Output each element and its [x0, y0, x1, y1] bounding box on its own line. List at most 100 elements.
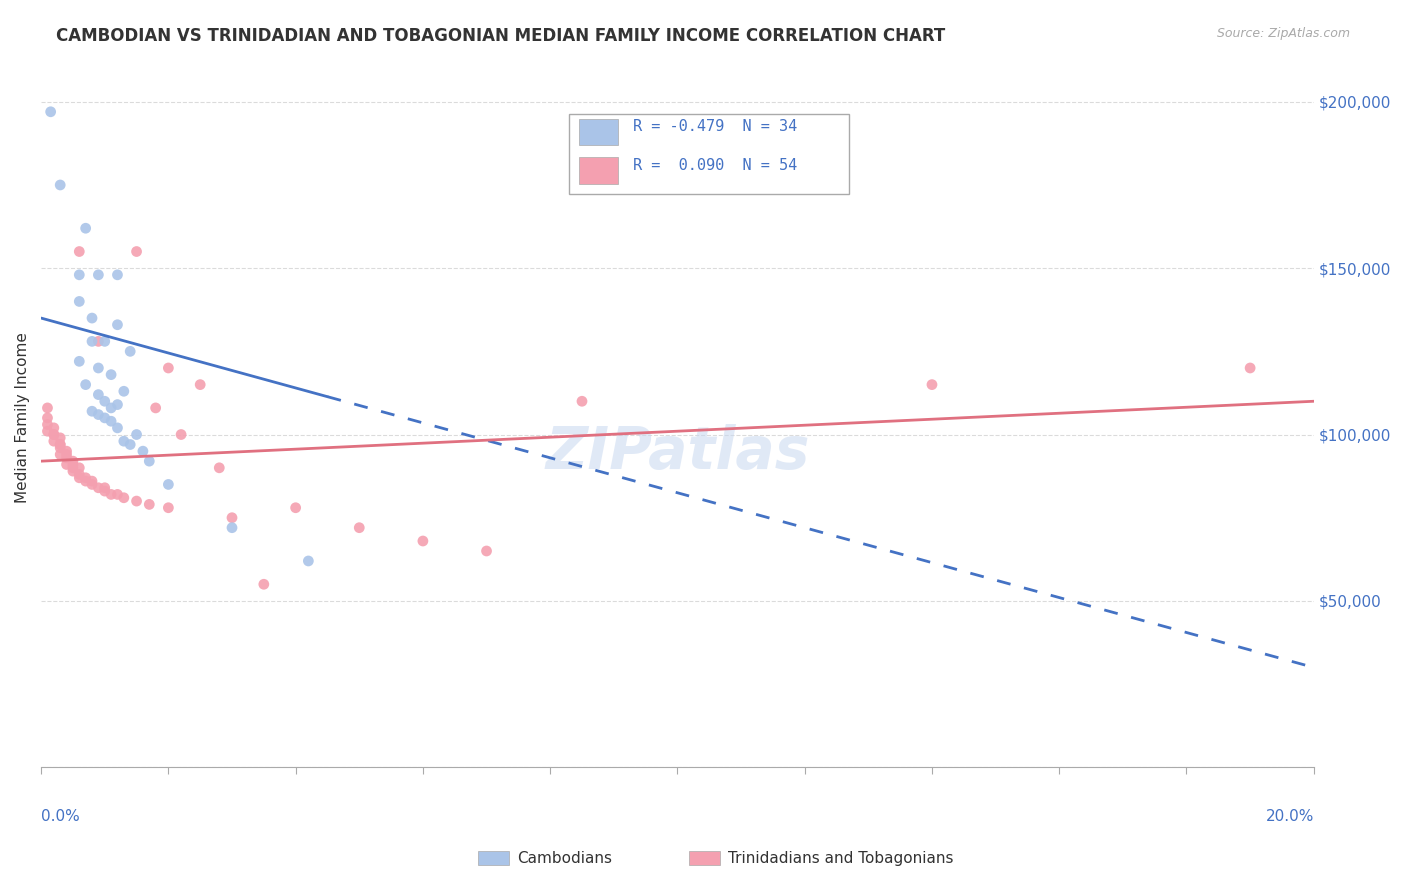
Point [80, 311, 103, 326]
Point [49, 441, 72, 455]
Point [157, 500, 180, 515]
Point [37, 424, 59, 438]
Point [100, 414, 122, 428]
Point [1239, 361, 1261, 376]
Point [100, 487, 122, 501]
Point [120, 437, 142, 451]
FancyBboxPatch shape [689, 851, 720, 865]
Point [80, 404, 103, 418]
Point [55, 448, 77, 462]
Point [112, 491, 135, 505]
Point [67, 467, 90, 482]
Text: Source: ZipAtlas.com: Source: ZipAtlas.com [1216, 27, 1350, 40]
Point [138, 454, 160, 468]
Point [37, 417, 59, 432]
Point [87, 408, 110, 422]
FancyBboxPatch shape [579, 119, 617, 145]
Point [253, 577, 276, 591]
Point [87, 334, 110, 349]
Point [107, 421, 129, 435]
FancyBboxPatch shape [478, 851, 509, 865]
Point [80, 334, 103, 349]
Point [100, 368, 122, 382]
FancyBboxPatch shape [579, 157, 617, 184]
Point [80, 474, 103, 488]
Point [67, 460, 90, 475]
Point [107, 398, 129, 412]
Point [49, 448, 72, 462]
Point [49, 437, 72, 451]
Point [37, 410, 59, 425]
Point [49, 431, 72, 445]
Point [412, 534, 434, 549]
Text: Cambodians: Cambodians [517, 851, 613, 865]
Point [67, 294, 90, 309]
Text: R =  0.090  N = 54: R = 0.090 N = 54 [633, 158, 797, 173]
Point [42, 427, 65, 442]
Point [188, 377, 211, 392]
Point [62, 464, 84, 478]
Point [349, 521, 371, 535]
Point [475, 544, 498, 558]
Text: R = -0.479  N = 34: R = -0.479 N = 34 [633, 119, 797, 134]
Point [571, 394, 593, 409]
Point [138, 497, 160, 511]
Point [112, 434, 135, 449]
Point [49, 178, 72, 192]
Point [284, 500, 307, 515]
Y-axis label: Median Family Income: Median Family Income [15, 333, 30, 503]
Point [125, 494, 148, 508]
Point [93, 481, 115, 495]
Point [221, 521, 243, 535]
Point [170, 427, 193, 442]
Point [55, 444, 77, 458]
Point [157, 477, 180, 491]
Point [208, 460, 231, 475]
Point [87, 268, 110, 282]
Point [93, 410, 115, 425]
Point [107, 318, 129, 332]
Point [120, 344, 142, 359]
Point [87, 481, 110, 495]
Text: CAMBODIAN VS TRINIDADIAN AND TOBAGONIAN MEDIAN FAMILY INCOME CORRELATION CHART: CAMBODIAN VS TRINIDADIAN AND TOBAGONIAN … [56, 27, 945, 45]
Point [297, 554, 319, 568]
Text: Trinidadians and Tobagonians: Trinidadians and Tobagonians [728, 851, 953, 865]
Point [42, 421, 65, 435]
Point [62, 454, 84, 468]
Point [87, 361, 110, 376]
Point [75, 474, 97, 488]
Point [93, 394, 115, 409]
Point [921, 377, 943, 392]
Point [67, 471, 90, 485]
Point [125, 244, 148, 259]
Point [93, 484, 115, 499]
Point [80, 477, 103, 491]
Point [107, 487, 129, 501]
Point [157, 361, 180, 376]
Point [125, 427, 148, 442]
Point [107, 268, 129, 282]
Point [55, 450, 77, 465]
Point [75, 221, 97, 235]
Point [67, 354, 90, 368]
Point [62, 458, 84, 472]
Point [67, 268, 90, 282]
FancyBboxPatch shape [569, 114, 849, 194]
Text: 20.0%: 20.0% [1265, 809, 1313, 824]
Point [39, 104, 62, 119]
Point [87, 387, 110, 401]
Point [37, 401, 59, 415]
Text: ZIPatlas: ZIPatlas [546, 425, 810, 482]
Point [62, 460, 84, 475]
Point [42, 427, 65, 442]
Point [112, 384, 135, 399]
Point [100, 401, 122, 415]
Point [42, 434, 65, 449]
Point [75, 471, 97, 485]
Point [145, 401, 167, 415]
Point [55, 458, 77, 472]
Point [49, 437, 72, 451]
Point [93, 334, 115, 349]
Point [67, 244, 90, 259]
Point [75, 377, 97, 392]
